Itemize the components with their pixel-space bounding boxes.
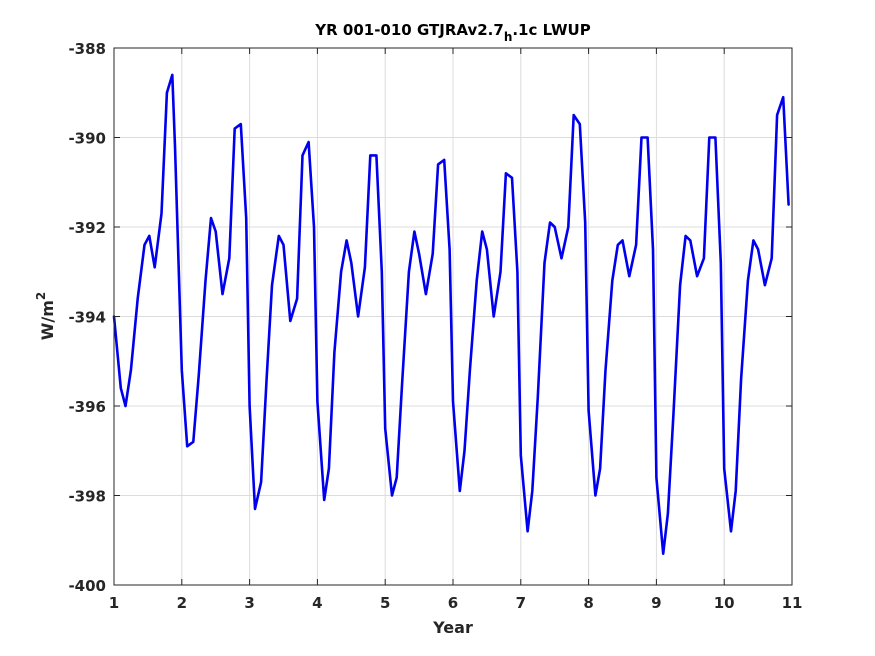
y-tick-labels: -388 -390 -392 -394 -396 -398 -400: [68, 40, 106, 595]
y-axis-title-base: W/m: [38, 300, 57, 340]
chart-title-subscript: h: [504, 30, 513, 44]
x-tick-label: 9: [651, 594, 661, 612]
y-tick-label: -400: [68, 577, 106, 595]
y-tick-label: -392: [68, 219, 106, 237]
x-tick-label: 4: [312, 594, 322, 612]
y-axis-title: W/m2: [34, 292, 57, 341]
x-tick-label: 2: [177, 594, 187, 612]
x-tick-label: 10: [714, 594, 735, 612]
x-tick-label: 3: [244, 594, 254, 612]
chart-title-suffix: .1c LWUP: [512, 21, 590, 39]
y-tick-label: -396: [68, 398, 106, 416]
chart-title: YR 001-010 GTJRAv2.7h.1c LWUP: [314, 21, 590, 44]
y-tick-label: -394: [68, 309, 106, 327]
y-axis-title-superscript: 2: [34, 292, 48, 300]
x-tick-label: 8: [583, 594, 593, 612]
y-tick-label: -398: [68, 488, 106, 506]
x-axis-title: Year: [432, 618, 473, 637]
x-tick-label: 7: [516, 594, 526, 612]
x-tick-label: 1: [109, 594, 119, 612]
axis-ticks: [113, 47, 793, 586]
chart-title-main: YR 001-010 GTJRAv2.7: [314, 21, 504, 39]
x-tick-label: 11: [782, 594, 803, 612]
x-tick-label: 5: [380, 594, 390, 612]
y-tick-label: -390: [68, 130, 106, 148]
x-tick-label: 6: [448, 594, 458, 612]
y-tick-label: -388: [68, 40, 106, 58]
x-tick-labels: 1 2 3 4 5 6 7 8 9 10 11: [109, 594, 803, 612]
series-line: [112, 73, 790, 556]
